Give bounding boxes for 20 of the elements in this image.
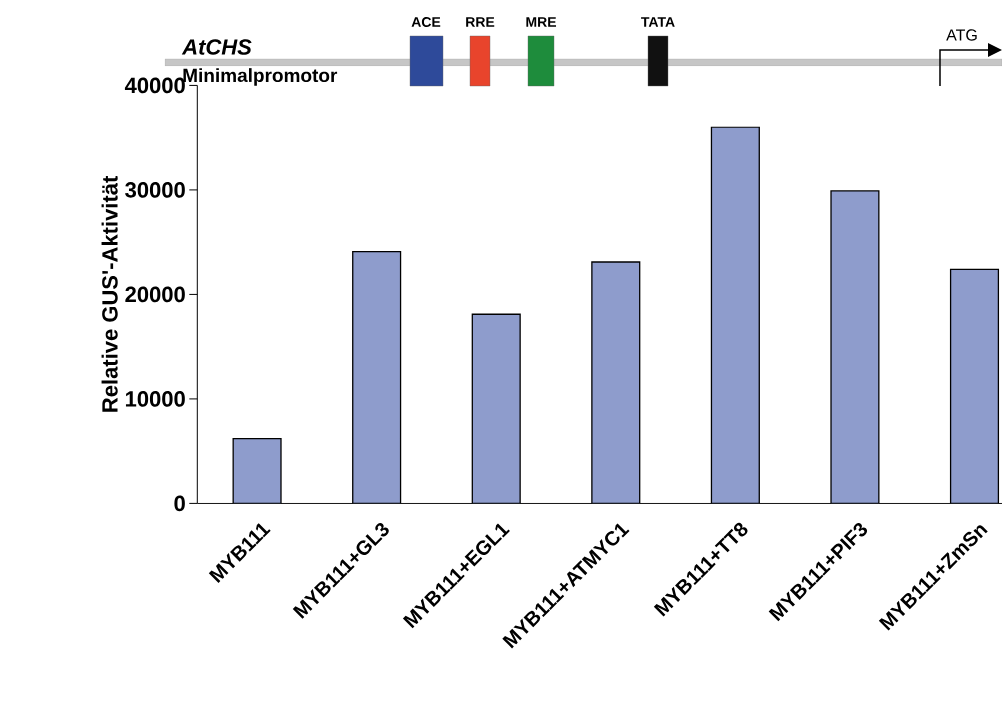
y-tick-label: 40000 — [124, 77, 185, 94]
y-tick-label: 0 — [174, 495, 185, 512]
bar — [830, 190, 880, 504]
text: RRE — [466, 17, 495, 27]
y-axis-title: Relative GUS'-Aktivität — [101, 175, 118, 412]
text: ATG — [946, 29, 977, 41]
bar — [232, 437, 282, 504]
bar — [471, 313, 521, 504]
bar — [591, 261, 641, 504]
text: MRE — [526, 17, 557, 27]
y-tick-label: 10000 — [125, 391, 185, 407]
bar — [710, 126, 760, 504]
bar — [352, 250, 402, 504]
text: ACE — [411, 17, 441, 27]
text: TATA — [641, 17, 675, 27]
y-tick-label: 30000 — [125, 182, 185, 198]
annotation: Minimalpromotor — [183, 68, 338, 86]
text: AtCHS — [181, 39, 252, 55]
bar — [949, 268, 1000, 504]
y-tick-label: 20000 — [125, 286, 185, 303]
